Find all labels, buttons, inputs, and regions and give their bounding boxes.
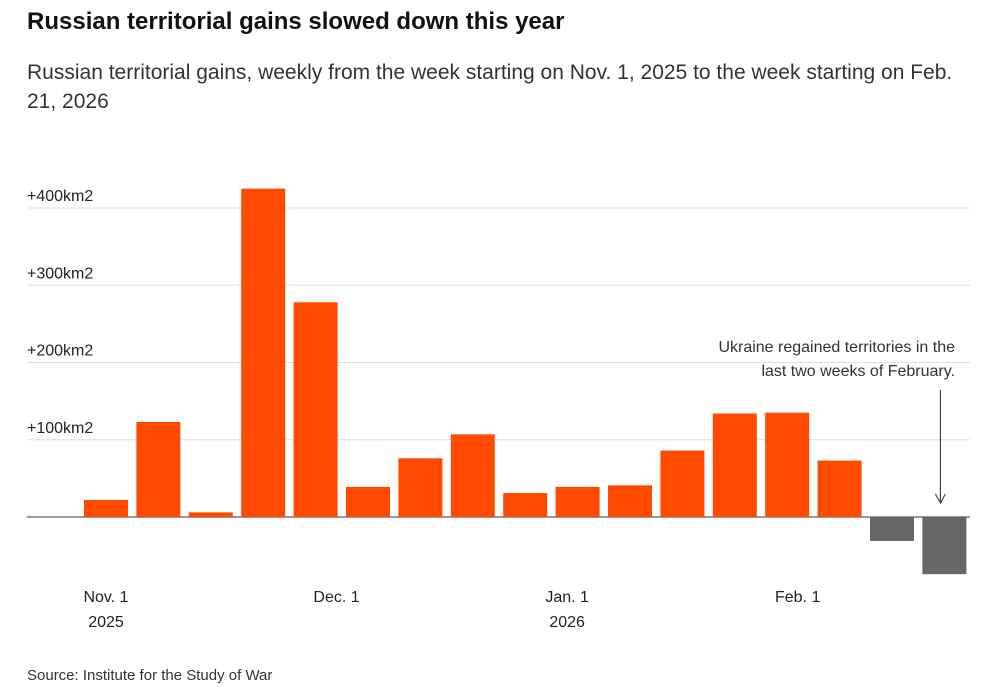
bar-jan-17 [660,450,705,517]
bar-nov-15 [188,512,233,517]
bar-feb-14 [870,517,914,541]
bar-dec-13 [398,458,443,517]
bar-jan-10 [608,485,652,517]
y-tick-label: +200km2 [27,343,93,360]
x-tick-label: Nov. 1 [83,589,128,606]
annotation-arrow-head [934,493,946,505]
x-tick-label: Dec. 1 [313,589,359,606]
source-note: Source: Institute for the Study of War [27,667,273,684]
annotation-text: Ukraine regained territories in the [718,339,955,356]
grid-lines: +100km2 +200km2 +300km2 +400km2 [27,188,970,518]
bar-feb-21 [922,517,967,575]
bar-feb-7 [817,460,862,517]
x-tick-label: Jan. 1 [545,589,589,606]
bar-dec-20 [450,434,495,517]
y-tick-label: +400km2 [27,188,93,205]
annotation: Ukraine regained territories in the last … [718,339,955,505]
bar-nov-1 [84,500,128,517]
x-tick-year: 2026 [549,614,585,631]
y-tick-label: +300km2 [27,265,93,282]
bar-dec-27 [503,493,548,517]
x-axis-ticks: Nov. 1 2025 Dec. 1 Jan. 1 2026 Feb. 1 [83,589,820,631]
chart-subtitle: Russian territorial gains, weekly from t… [27,61,953,113]
bars [84,188,967,575]
bar-jan-24 [712,413,757,517]
bar-jan-3 [555,486,600,517]
bar-dec-6 [346,486,390,517]
bar-jan-31 [765,412,810,517]
bar-nov-29 [293,302,338,517]
x-tick-label: Feb. 1 [775,589,820,606]
annotation-text: last two weeks of February. [761,363,955,380]
chart-title: Russian territorial gains slowed down th… [27,8,565,35]
bar-nov-22 [241,188,286,517]
bar-chart: +100km2 +200km2 +300km2 +400km2 Nov. 1 2025 D… [27,188,970,631]
y-tick-label: +100km2 [27,420,93,437]
bar-nov-8 [136,421,181,517]
x-tick-year: 2025 [88,614,124,631]
